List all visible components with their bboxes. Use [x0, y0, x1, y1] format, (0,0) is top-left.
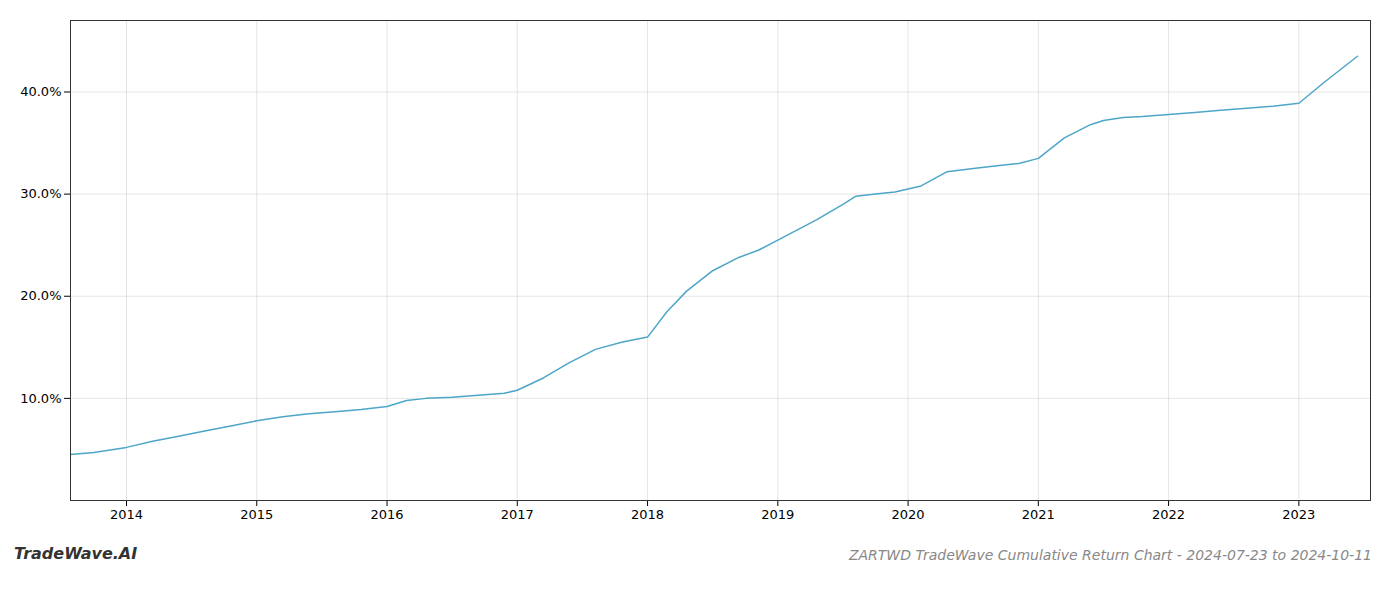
html-text:ZARTWD TradeWave Cumulative Re: ZARTWD TradeWave Cumulative Return Chart…	[848, 547, 1372, 563]
svg-text:2022: 2022	[1152, 507, 1185, 522]
svg-text:20.0%: 20.0%	[20, 288, 61, 303]
svg-text:2016: 2016	[370, 507, 403, 522]
svg-text:30.0%: 30.0%	[20, 186, 61, 201]
svg-text:40.0%: 40.0%	[20, 84, 61, 99]
svg-text:10.0%: 10.0%	[20, 391, 61, 406]
svg-text:2021: 2021	[1022, 507, 1055, 522]
svg-text:2018: 2018	[631, 507, 664, 522]
svg-text:2014: 2014	[110, 507, 143, 522]
svg-text:2019: 2019	[761, 507, 794, 522]
svg-text:2023: 2023	[1282, 507, 1315, 522]
svg-text:2020: 2020	[892, 507, 925, 522]
svg-text:2017: 2017	[501, 507, 534, 522]
svg-text:2015: 2015	[240, 507, 273, 522]
html-text:TradeWave.AI: TradeWave.AI	[14, 544, 138, 563]
